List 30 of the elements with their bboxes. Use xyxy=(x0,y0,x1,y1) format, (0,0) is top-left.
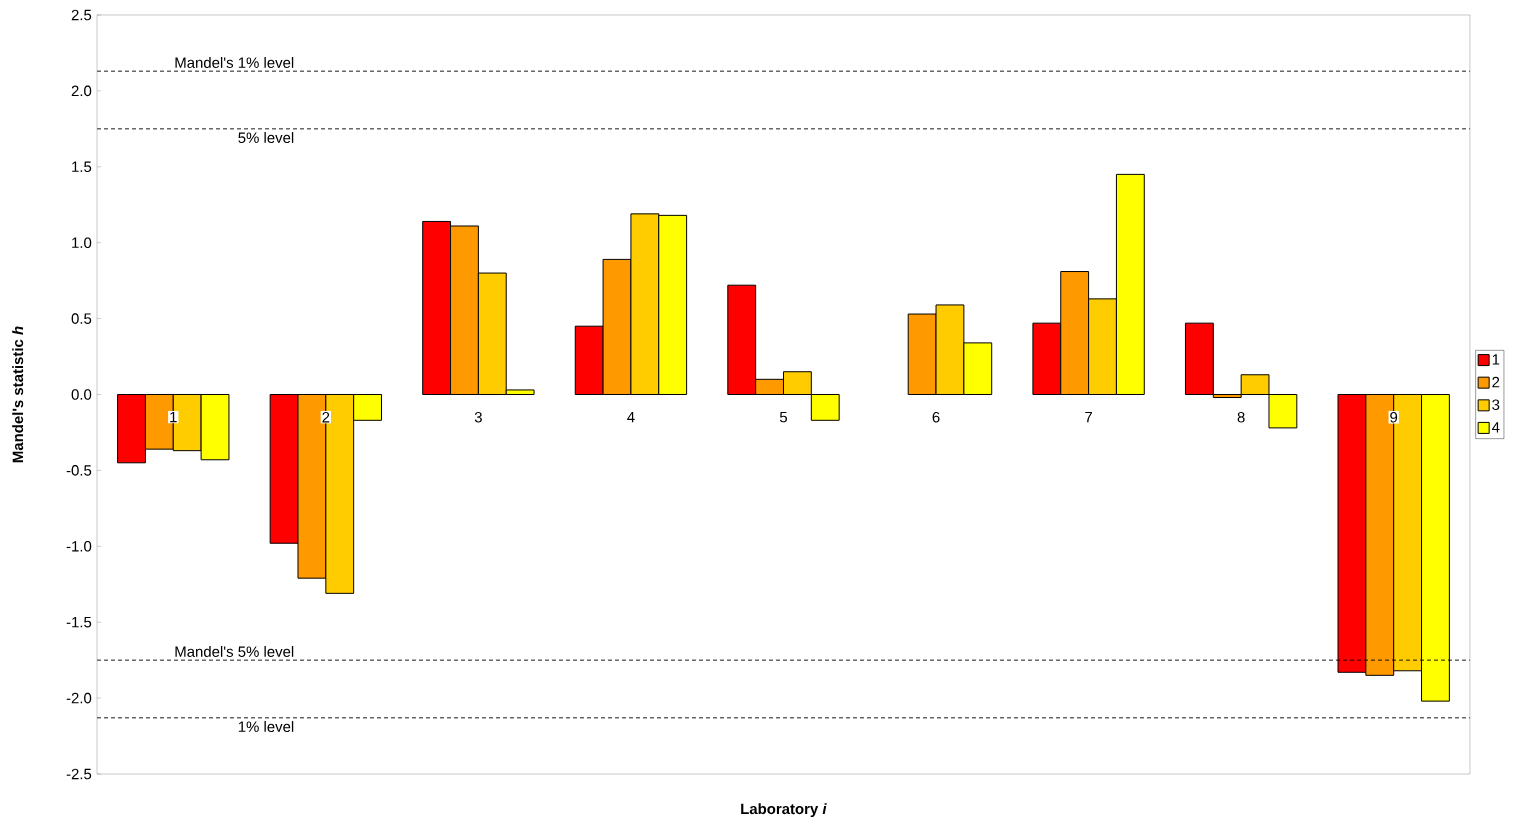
y-axis-title: Mandel's statistic h xyxy=(12,326,24,463)
y-tick-label: 0.5 xyxy=(71,313,92,324)
x-tick-label: 7 xyxy=(1085,411,1092,423)
x-tick-label: 6 xyxy=(932,411,940,423)
x-tick-label: 1 xyxy=(170,411,177,423)
y-tick-label: -1.0 xyxy=(66,541,92,552)
ref-line-label: 1% level xyxy=(238,721,294,732)
x-tick-label: 3 xyxy=(474,411,482,423)
y-tick-label: 1.0 xyxy=(72,237,92,248)
x-tick-label: 2 xyxy=(322,411,330,423)
ref-line-label: Mandel's 5% level xyxy=(175,645,294,657)
y-tick-label: 2.0 xyxy=(71,85,92,97)
y-tick-label: -2.0 xyxy=(66,692,92,704)
x-tick-label: 4 xyxy=(627,411,635,423)
legend-label: 1 xyxy=(1492,354,1500,365)
y-tick-label: 2.5 xyxy=(71,9,92,21)
legend-label: 2 xyxy=(1492,376,1500,388)
y-tick-label: 0.0 xyxy=(71,389,92,400)
y-tick-label: -2.5 xyxy=(66,768,92,780)
y-tick-label: -1.5 xyxy=(66,616,92,628)
x-axis-title: Laboratory i xyxy=(741,803,827,818)
legend-label: 3 xyxy=(1492,399,1500,411)
y-tick-label: 1.5 xyxy=(72,161,92,172)
legend-label: 4 xyxy=(1491,422,1500,433)
x-tick-label: 9 xyxy=(1390,411,1398,423)
y-tick-label: -0.5 xyxy=(66,465,92,476)
ref-line-label: 5% level xyxy=(238,132,294,144)
ref-line-label: Mandel's 1% level xyxy=(175,56,294,68)
x-tick-label: 8 xyxy=(1237,411,1245,423)
x-tick-label: 5 xyxy=(779,411,788,423)
